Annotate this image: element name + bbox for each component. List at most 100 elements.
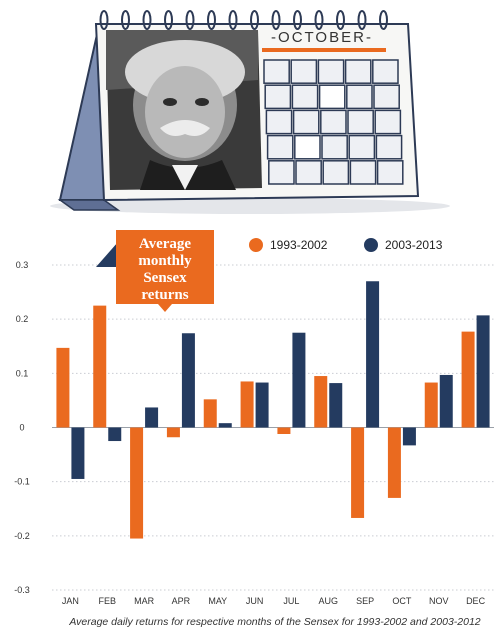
- chart-title-line-1: Average: [139, 236, 192, 252]
- calendar-cell: [291, 84, 319, 110]
- bar-chart: 0.3 0.2 0.1 0 -0.1 -0.2 -0.3 JAN FEB MAR APR MAY JU…: [14, 230, 494, 628]
- chart-title-line-3: Sensex: [143, 270, 187, 286]
- y-tick-label: 0.3: [16, 260, 29, 270]
- x-tick-label: JAN: [62, 596, 79, 606]
- y-tick-label: 0.1: [16, 368, 29, 378]
- bar-nov-2003-2013: [439, 374, 453, 428]
- y-tick-label: -0.2: [14, 531, 30, 541]
- calendar-cell: [322, 160, 350, 185]
- binding-ring: [250, 10, 259, 30]
- calendar-cell: [372, 59, 399, 84]
- binding-ring: [357, 10, 367, 30]
- calendar-cell: [349, 160, 377, 185]
- y-axis-ticks: 0.3 0.2 0.1 0 -0.1 -0.2 -0.3: [14, 260, 30, 595]
- x-tick-label: NOV: [429, 596, 449, 606]
- calendar-cell: [264, 84, 292, 110]
- calendar-cell: [347, 109, 374, 135]
- bar-may-1993-2002: [203, 399, 217, 428]
- calendar-cell: [375, 134, 403, 160]
- calendar-cell: [346, 84, 373, 110]
- bar-oct-2003-2013: [402, 427, 416, 446]
- chart-title-line-2: monthly: [138, 253, 192, 269]
- y-tick-label: 0: [19, 423, 24, 433]
- calendar-cell: [373, 84, 400, 110]
- bar-may-2003-2013: [218, 423, 232, 428]
- binding-ring: [293, 10, 302, 30]
- portrait: [106, 30, 262, 190]
- bars: [56, 281, 490, 539]
- bar-dec-1993-2002: [461, 331, 475, 428]
- calendar-cell: [374, 109, 402, 135]
- x-tick-label: AUG: [318, 596, 338, 606]
- calendar-cell: [292, 109, 320, 135]
- bar-jul-2003-2013: [292, 332, 306, 428]
- title-badge: Average monthly Sensex returns: [96, 230, 214, 312]
- calendar-grid: [263, 59, 404, 185]
- bar-jan-1993-2002: [56, 347, 70, 428]
- calendar-cell: [318, 84, 346, 110]
- calendar-month: -OCTOBER-: [271, 29, 373, 46]
- bar-feb-1993-2002: [93, 305, 107, 428]
- calendar-cell: [348, 134, 376, 160]
- bar-apr-1993-2002: [166, 427, 180, 438]
- calendar-cell: [321, 134, 348, 160]
- legend-marker-1993-2002: [249, 238, 263, 252]
- legend-label-1993-2002: 1993-2002: [270, 238, 328, 252]
- legend-label-2003-2013: 2003-2013: [385, 238, 443, 252]
- calendar-cell: [344, 59, 372, 84]
- bar-oct-1993-2002: [387, 427, 401, 498]
- calendar-cell: [265, 109, 293, 135]
- x-axis-ticks: JAN FEB MAR APR MAY JUN JUL AUG SEP OCT NOV DEC: [62, 596, 486, 606]
- calendar-rings: [99, 10, 388, 30]
- calendar-cell: [266, 134, 294, 160]
- binding-ring: [207, 10, 216, 30]
- binding-ring: [314, 10, 324, 30]
- binding-ring: [142, 10, 152, 30]
- bar-nov-1993-2002: [424, 382, 438, 428]
- bar-jun-2003-2013: [255, 382, 269, 428]
- binding-ring: [164, 10, 173, 30]
- binding-ring: [336, 10, 345, 30]
- y-tick-label: -0.1: [14, 477, 30, 487]
- bar-jan-2003-2013: [71, 427, 85, 479]
- binding-ring: [185, 10, 195, 30]
- bar-jul-1993-2002: [277, 427, 291, 434]
- calendar-cell: [295, 160, 322, 185]
- y-tick-label: -0.3: [14, 585, 30, 595]
- legend-marker-2003-2013: [364, 238, 378, 252]
- calendar-shadow: [50, 198, 450, 214]
- bar-mar-2003-2013: [145, 407, 159, 428]
- bar-jun-1993-2002: [240, 381, 254, 428]
- bar-feb-2003-2013: [108, 427, 122, 442]
- x-tick-label: SEP: [356, 596, 374, 606]
- x-tick-label: MAR: [134, 596, 155, 606]
- chart-title-line-4: returns: [141, 287, 188, 303]
- x-tick-label: JUL: [283, 596, 299, 606]
- title-badge-shape: [116, 230, 214, 312]
- binding-ring: [379, 10, 388, 30]
- calendar-cell: [376, 160, 404, 185]
- bar-dec-2003-2013: [476, 315, 490, 428]
- bar-sep-1993-2002: [351, 427, 365, 518]
- binding-ring: [271, 10, 281, 30]
- bar-sep-2003-2013: [366, 281, 380, 428]
- legend: 1993-2002 2003-2013: [249, 238, 443, 252]
- bar-aug-1993-2002: [314, 376, 328, 428]
- bar-aug-2003-2013: [329, 383, 343, 428]
- calendar-cell: [290, 59, 318, 84]
- chart-caption: Average daily returns for respective mon…: [68, 616, 480, 628]
- binding-ring: [99, 10, 109, 30]
- binding-ring: [121, 10, 130, 30]
- grid-lines: [52, 264, 494, 591]
- x-tick-label: OCT: [392, 596, 412, 606]
- y-tick-label: 0.2: [16, 314, 29, 324]
- calendar-cell: [268, 160, 295, 185]
- x-tick-label: FEB: [98, 596, 116, 606]
- calendar-cell: [294, 134, 321, 160]
- x-tick-label: APR: [172, 596, 191, 606]
- calendar-cell: [317, 59, 345, 84]
- x-tick-label: DEC: [466, 596, 486, 606]
- bar-mar-1993-2002: [130, 427, 144, 539]
- x-tick-label: MAY: [208, 596, 227, 606]
- title-badge-notch: [96, 242, 118, 267]
